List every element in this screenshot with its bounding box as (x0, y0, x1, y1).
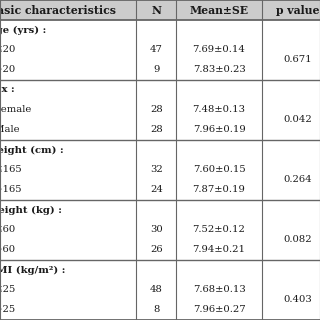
Text: Mean±SE: Mean±SE (189, 4, 249, 15)
Text: 7.87±0.19: 7.87±0.19 (193, 186, 245, 195)
Bar (0, 0, 320, 20)
Text: 47: 47 (150, 45, 163, 54)
Text: Weight (kg) :: Weight (kg) : (0, 205, 62, 215)
Text: 0.264: 0.264 (284, 175, 312, 185)
Text: 7.69±0.14: 7.69±0.14 (193, 45, 245, 54)
Text: 7.60±0.15: 7.60±0.15 (193, 165, 245, 174)
Text: Height (cm) :: Height (cm) : (0, 145, 64, 155)
Text: 0.082: 0.082 (284, 236, 312, 244)
Text: Age (yrs) :: Age (yrs) : (0, 25, 46, 35)
Text: Sex :: Sex : (0, 85, 15, 94)
Text: 7.83±0.23: 7.83±0.23 (193, 66, 245, 75)
Text: 26: 26 (150, 245, 163, 254)
Text: >60: >60 (0, 245, 15, 254)
Text: Female: Female (0, 106, 32, 115)
Text: Basic characteristics: Basic characteristics (0, 4, 116, 15)
Text: 28: 28 (150, 106, 163, 115)
Text: >20: >20 (0, 66, 15, 75)
Text: BMI (kg/m²) :: BMI (kg/m²) : (0, 265, 66, 275)
Text: 9: 9 (153, 66, 160, 75)
Text: 7.96±0.27: 7.96±0.27 (193, 306, 245, 315)
Text: 30: 30 (150, 226, 163, 235)
Text: 7.96±0.19: 7.96±0.19 (193, 125, 245, 134)
Text: 7.52±0.12: 7.52±0.12 (193, 226, 245, 235)
Text: 28: 28 (150, 125, 163, 134)
Text: ≤20: ≤20 (0, 45, 16, 54)
Text: 0.403: 0.403 (284, 295, 312, 305)
Text: 32: 32 (150, 165, 163, 174)
Text: ≤60: ≤60 (0, 226, 15, 235)
Text: 7.48±0.13: 7.48±0.13 (193, 106, 245, 115)
Text: Male: Male (0, 125, 20, 134)
Text: 7.68±0.13: 7.68±0.13 (193, 285, 245, 294)
Text: 0.042: 0.042 (284, 116, 312, 124)
Text: ≤165: ≤165 (0, 165, 22, 174)
Text: ≤25: ≤25 (0, 285, 16, 294)
Text: 8: 8 (153, 306, 160, 315)
Text: >25: >25 (0, 306, 15, 315)
Text: N: N (151, 4, 161, 15)
Text: 0.671: 0.671 (284, 55, 312, 65)
Text: 7.94±0.21: 7.94±0.21 (193, 245, 245, 254)
Text: >165: >165 (0, 186, 22, 195)
Text: 24: 24 (150, 186, 163, 195)
Text: p value: p value (276, 4, 320, 15)
Text: 48: 48 (150, 285, 163, 294)
